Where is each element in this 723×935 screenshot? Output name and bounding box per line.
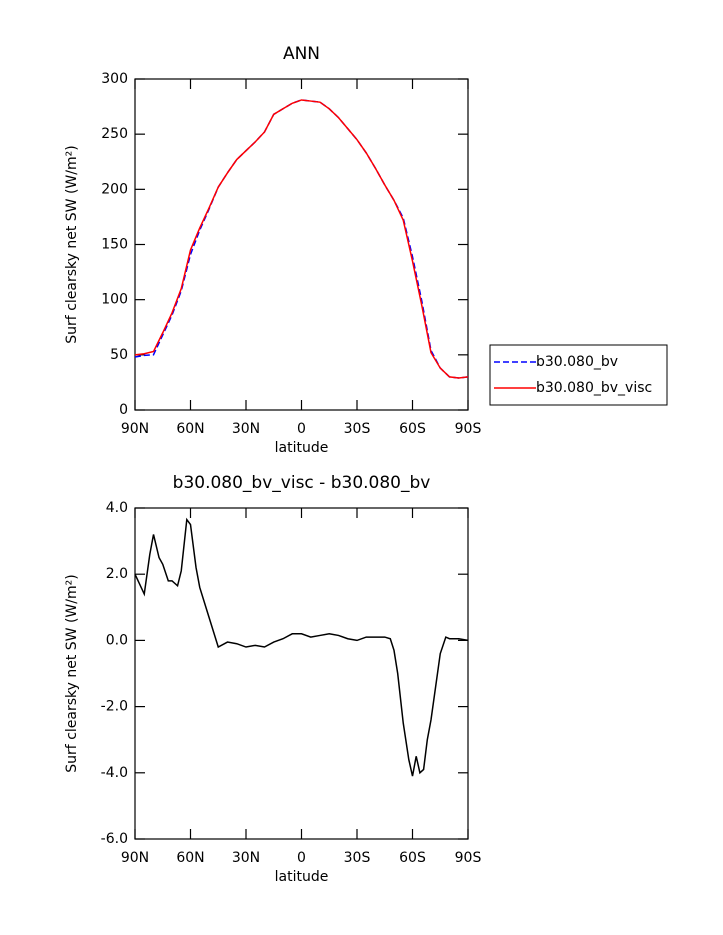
y-axis-label: Surf clearsky net SW (W/m²) [64, 574, 80, 772]
y-axis-label: Surf clearsky net SW (W/m²) [64, 145, 80, 343]
x-tick-label: 0 [297, 421, 306, 437]
x-tick-label: 30S [344, 421, 371, 437]
x-tick-label: 60N [176, 850, 204, 866]
x-tick-label: 30N [232, 850, 260, 866]
series-line [134, 517, 469, 777]
legend-label: b30.080_bv [536, 354, 618, 370]
y-tick-label: 0.0 [106, 632, 128, 648]
legend-box [489, 344, 668, 406]
series-line [134, 99, 469, 379]
x-tick-label: 30N [232, 421, 260, 437]
x-tick-label: 0 [297, 850, 306, 866]
x-axis-label: latitude [275, 869, 329, 885]
y-tick-label: -4.0 [101, 765, 128, 781]
x-tick-label: 90S [455, 421, 482, 437]
chart-title: ANN [283, 44, 320, 64]
plot-frame [134, 78, 469, 411]
y-tick-label: 250 [101, 126, 128, 142]
y-tick-label: 0 [119, 402, 128, 418]
y-tick-label: 4.0 [106, 500, 128, 516]
chart-title: b30.080_bv_visc - b30.080_bv [173, 473, 431, 493]
y-tick-label: -2.0 [101, 699, 128, 715]
y-tick-label: -6.0 [101, 831, 128, 847]
legend-label: b30.080_bv_visc [536, 380, 652, 396]
x-tick-label: 90N [121, 421, 149, 437]
y-tick-label: 300 [101, 71, 128, 87]
y-tick-label: 100 [101, 292, 128, 308]
x-axis-label: latitude [275, 440, 329, 456]
series-line [134, 99, 469, 379]
x-tick-label: 60S [399, 421, 426, 437]
x-tick-label: 90S [455, 850, 482, 866]
x-tick-label: 60S [399, 850, 426, 866]
x-tick-label: 90N [121, 850, 149, 866]
y-tick-label: 200 [101, 181, 128, 197]
y-tick-label: 2.0 [106, 566, 128, 582]
x-tick-label: 60N [176, 421, 204, 437]
y-tick-label: 50 [110, 347, 128, 363]
y-tick-label: 150 [101, 237, 128, 253]
x-tick-label: 30S [344, 850, 371, 866]
plot-frame [134, 507, 469, 840]
